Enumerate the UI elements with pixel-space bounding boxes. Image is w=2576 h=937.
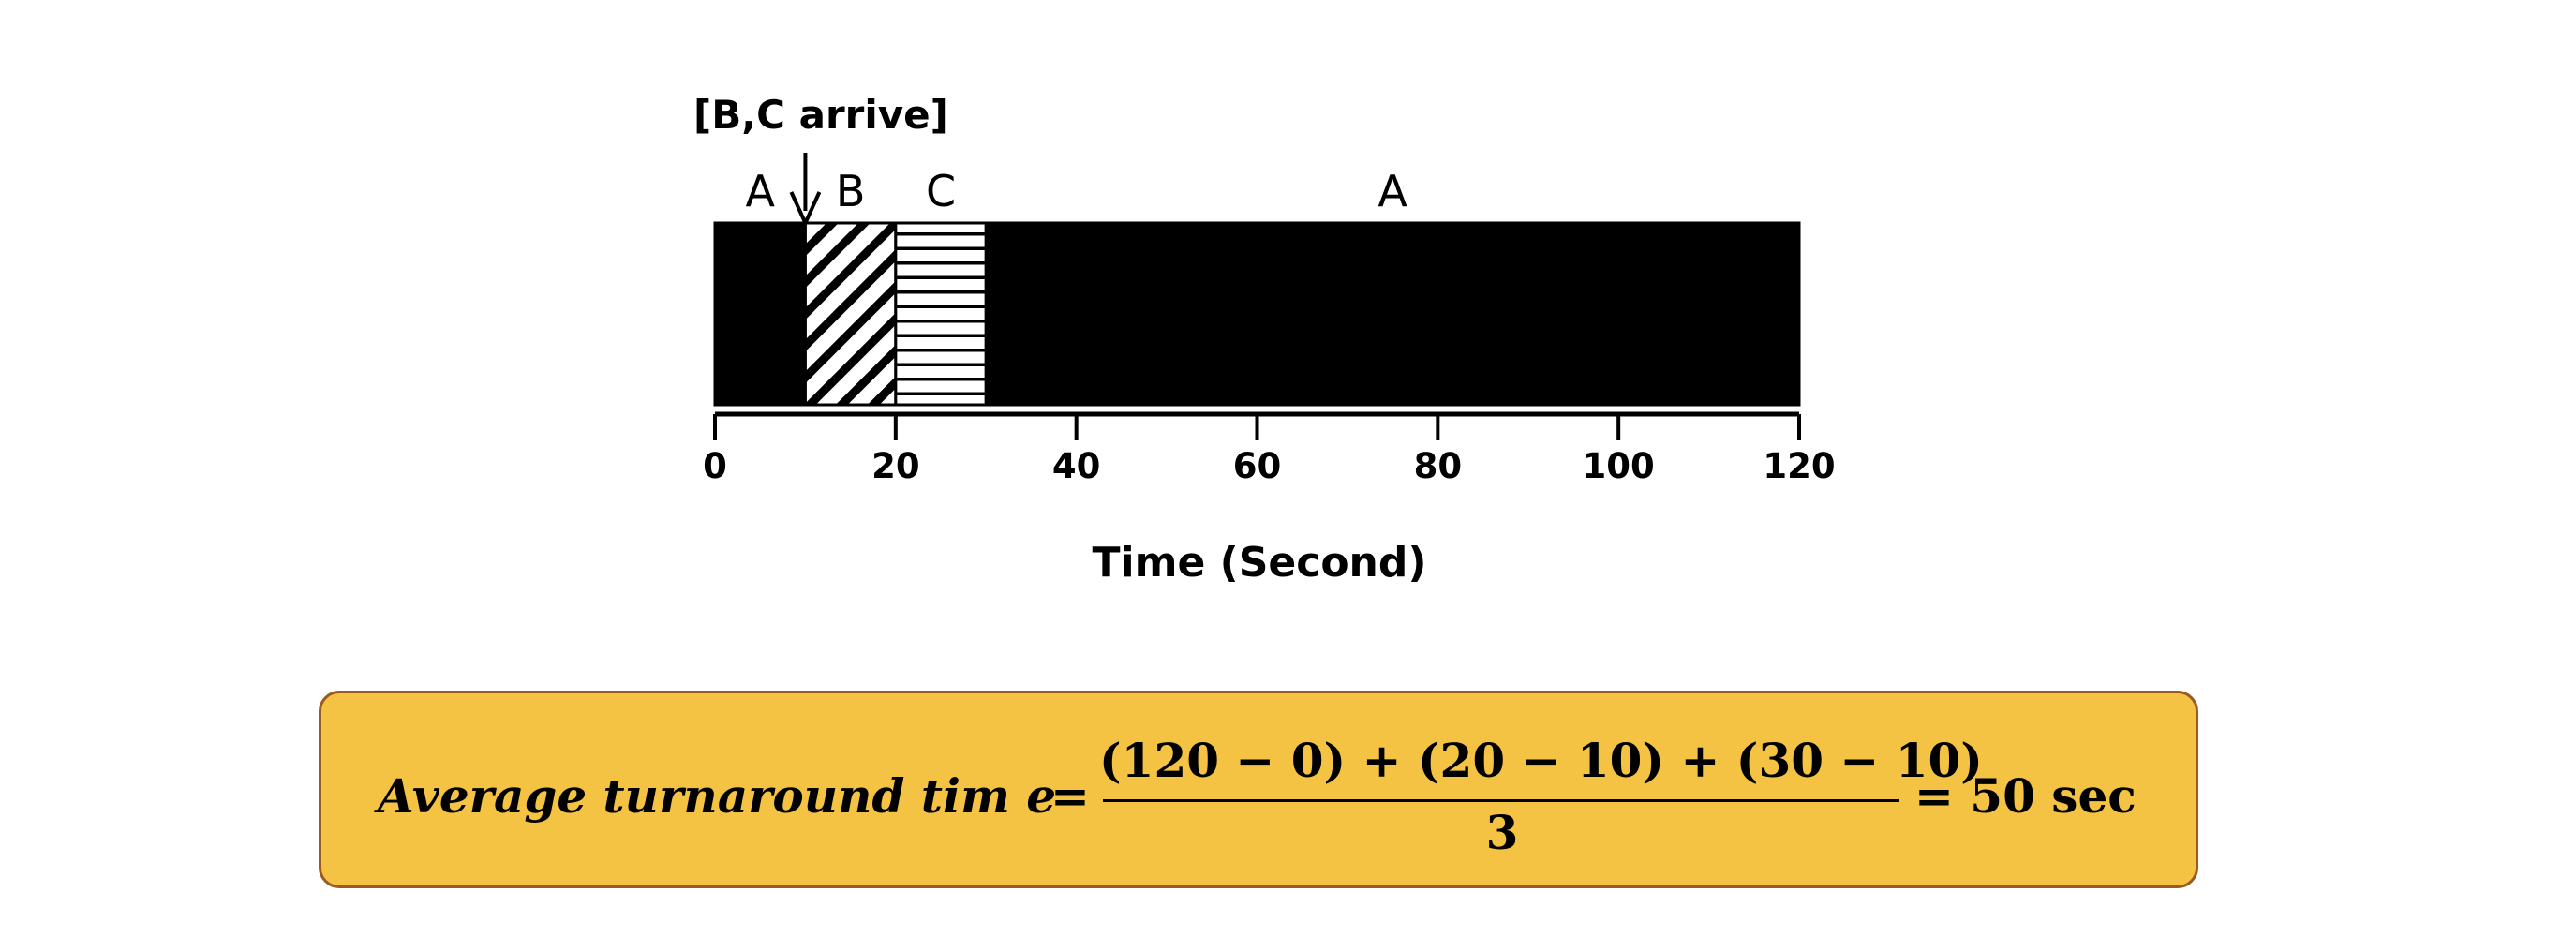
formula-result: = 50 sec bbox=[1914, 773, 2137, 820]
tick-label: 40 bbox=[1052, 446, 1101, 486]
arrival-arrow bbox=[789, 153, 822, 228]
timeline-bar bbox=[713, 221, 1801, 407]
segment-label-a-3: A bbox=[1377, 166, 1407, 216]
tick-label: 80 bbox=[1414, 446, 1463, 486]
segment-label-c-2: C bbox=[926, 166, 956, 216]
formula-denominator: 3 bbox=[1485, 805, 1519, 860]
formula-result-text: = 50 sec bbox=[1914, 768, 2137, 824]
formula-numerator: (120 − 0) + (20 − 10) + (30 − 10) bbox=[1099, 733, 1983, 788]
tick-label: 60 bbox=[1233, 446, 1282, 486]
axis-title: Time (Second) bbox=[1093, 539, 1427, 587]
segment-b-1 bbox=[803, 221, 898, 407]
segment-c-2 bbox=[894, 221, 988, 407]
formula-lhs: Average turnaround tim e bbox=[378, 768, 1057, 824]
formula-box: Average turnaround tim e = (120 − 0) + (… bbox=[319, 691, 2198, 888]
tick-label: 20 bbox=[871, 446, 920, 486]
time-axis: 0 20 40 60 80 100 120 bbox=[703, 411, 1836, 486]
arrival-label: [B,C arrive] bbox=[693, 92, 948, 138]
tick-label: 0 bbox=[703, 446, 727, 486]
tick-label: 120 bbox=[1763, 446, 1835, 486]
segment-a-0 bbox=[713, 221, 807, 407]
fraction-bar bbox=[1103, 799, 1899, 802]
formula-equals: = bbox=[1050, 768, 1090, 824]
segment-a-3 bbox=[984, 221, 1801, 407]
segment-label-b-1: B bbox=[836, 166, 866, 216]
segment-label-a-0: A bbox=[745, 166, 775, 216]
tick-label: 100 bbox=[1583, 446, 1655, 486]
